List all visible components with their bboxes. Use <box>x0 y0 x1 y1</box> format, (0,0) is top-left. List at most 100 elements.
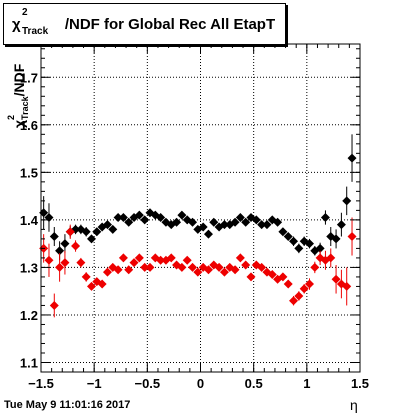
data-point <box>87 234 97 244</box>
data-point <box>97 279 107 289</box>
data-point <box>102 220 112 230</box>
data-point <box>182 255 192 265</box>
y-tick-label: 1.7 <box>20 70 38 85</box>
data-point <box>283 232 293 242</box>
data-point <box>209 217 219 227</box>
data-point <box>289 296 299 306</box>
data-point <box>299 284 309 294</box>
y-tick-label: 1.6 <box>20 118 38 133</box>
data-point <box>60 258 70 268</box>
data-point <box>262 220 272 230</box>
y-axis-label-symbol: χ <box>11 120 27 128</box>
data-point <box>65 227 75 237</box>
data-point <box>134 253 144 263</box>
data-point <box>118 213 128 223</box>
y-tick-label: 1.5 <box>20 165 38 180</box>
red-series <box>39 217 357 318</box>
y-tick-label: 1.2 <box>20 308 38 323</box>
chart-title-rest: /NDF for Global Rec All EtapT <box>64 16 276 33</box>
data-point <box>203 229 213 239</box>
data-point <box>219 267 229 277</box>
data-point <box>71 241 81 251</box>
data-point <box>188 217 198 227</box>
data-point <box>193 267 203 277</box>
data-point <box>55 262 65 272</box>
data-point <box>235 253 245 263</box>
data-point <box>342 281 352 291</box>
x-tick-label: −0.5 <box>134 376 160 391</box>
data-point <box>92 227 102 237</box>
data-point <box>108 224 118 234</box>
data-point <box>166 253 176 263</box>
chart-title: χ 2 Track /NDF for Global Rec All EtapT <box>12 7 276 37</box>
data-point <box>102 267 112 277</box>
data-point <box>347 232 357 242</box>
data-point <box>320 213 330 223</box>
black-series <box>39 134 357 261</box>
data-point <box>124 265 134 275</box>
data-point <box>49 232 59 242</box>
tick-label-layer: −1.5 −1 −0.5 0 0.5 1 1.5 1.1 1.2 1.3 1.4 1.5 1.6 1.7 <box>20 70 369 391</box>
x-tick-label: −1.5 <box>28 376 54 391</box>
data-point <box>140 262 150 272</box>
data-point <box>331 234 341 244</box>
y-axis-label: χTrack/NDF 2 <box>4 40 30 130</box>
chart-title-symbol: χ <box>12 16 21 33</box>
data-point <box>134 210 144 220</box>
x-axis-label: η <box>350 397 358 413</box>
chart-title-superscript: 2 <box>22 7 28 18</box>
data-point <box>188 262 198 272</box>
data-point <box>294 243 304 253</box>
data-point <box>294 291 304 301</box>
data-point <box>156 213 166 223</box>
data-point <box>304 279 314 289</box>
series-layer <box>39 134 357 318</box>
x-tick-label: 0.5 <box>245 376 263 391</box>
y-tick-label: 1.3 <box>20 260 38 275</box>
data-point <box>278 227 288 237</box>
svg-text:χTrack/NDF: χTrack/NDF <box>11 63 30 128</box>
data-point <box>235 213 245 223</box>
data-point <box>331 274 341 284</box>
y-tick-label: 1.4 <box>20 213 39 228</box>
data-point <box>347 153 357 163</box>
data-point <box>203 265 213 275</box>
data-point <box>241 260 251 270</box>
chart-title-box: χ 2 Track /NDF for Global Rec All EtapT <box>3 3 286 45</box>
data-point <box>214 262 224 272</box>
data-point <box>113 213 123 223</box>
data-point <box>251 215 261 225</box>
data-point <box>172 217 182 227</box>
data-point <box>177 262 187 272</box>
data-point <box>81 227 91 237</box>
data-point <box>315 243 325 253</box>
data-point <box>257 262 267 272</box>
data-point <box>44 255 54 265</box>
y-tick-label: 1.1 <box>20 355 38 370</box>
data-point <box>219 220 229 230</box>
data-point <box>267 270 277 280</box>
data-point <box>342 196 352 206</box>
data-point <box>310 262 320 272</box>
data-point <box>145 262 155 272</box>
y-axis-label-rest: /NDF <box>11 63 27 96</box>
x-tick-label: 1 <box>303 376 310 391</box>
x-tick-label: −1 <box>87 376 102 391</box>
data-point <box>241 217 251 227</box>
data-point <box>230 265 240 275</box>
data-point <box>198 222 208 232</box>
data-point <box>336 220 346 230</box>
data-point <box>76 258 86 268</box>
data-point <box>289 236 299 246</box>
timestamp-footer: Tue May 9 11:01:16 2017 <box>4 399 131 411</box>
data-point <box>156 255 166 265</box>
data-point <box>140 215 150 225</box>
data-point <box>177 210 187 220</box>
data-point <box>49 300 59 310</box>
data-point <box>257 220 267 230</box>
data-point <box>124 217 134 227</box>
data-point <box>81 272 91 282</box>
grid-layer <box>40 44 361 372</box>
data-point <box>246 272 256 282</box>
